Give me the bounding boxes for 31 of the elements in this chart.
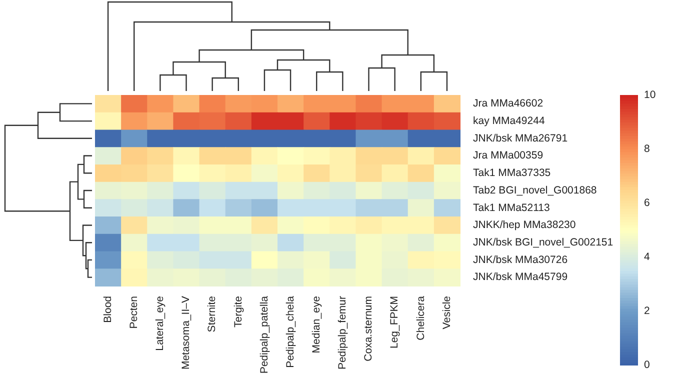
y-tick-label: JNK/bsk MMa26791 — [473, 132, 568, 144]
color-bar-label: 10 — [644, 88, 656, 101]
y-tick-label: JNK/bsk MMa30726 — [473, 254, 568, 266]
y-tick-label: Tak1 MMa37335 — [473, 167, 551, 180]
x-tick-label: Pecten — [128, 296, 140, 329]
y-tick-label: Jra MMa00359 — [473, 150, 544, 162]
x-tick-label: Lateral_eye — [154, 296, 166, 351]
y-tick-label: JNKK/hep MMa38230 — [473, 219, 576, 232]
x-tick-label: Leg_FPKM — [388, 296, 401, 349]
x-tick-label: Pedipalp_chela — [284, 296, 296, 368]
color-bar-label: 8 — [644, 142, 650, 155]
x-tick-label: Pedipalp_patella — [258, 296, 270, 374]
x-tick-label: Pedipalp_femur — [336, 295, 349, 370]
x-tick-label: Vesicle — [440, 296, 453, 330]
color-bar-label: 2 — [644, 304, 650, 317]
y-tick-label: kay MMa49244 — [473, 114, 545, 127]
y-tick-label: Tak1 MMa52113 — [473, 202, 550, 214]
x-tick-label: Metasoma_II–V — [180, 296, 192, 370]
y-tick-label: JNK/bsk MMa45799 — [473, 271, 568, 284]
x-tick-label: Blood — [102, 296, 114, 323]
y-tick-label: JNK/bsk BGI_novel_G002151 — [473, 236, 614, 248]
x-tick-label: Chelicera — [414, 296, 427, 340]
x-tick-label: Sternite — [206, 296, 218, 332]
x-tick-label: Coxa.sternum — [362, 296, 375, 362]
color-bar-label: 4 — [644, 250, 650, 263]
y-tick-label: Jra MMa46602 — [473, 98, 544, 110]
x-tick-label: Median_eye — [310, 296, 322, 354]
x-tick-label: Tergite — [232, 296, 244, 328]
color-bar-label: 0 — [644, 358, 650, 371]
color-bar-label: 6 — [644, 196, 650, 209]
y-tick-label: Tab2 BGI_novel_G001868 — [473, 184, 597, 196]
